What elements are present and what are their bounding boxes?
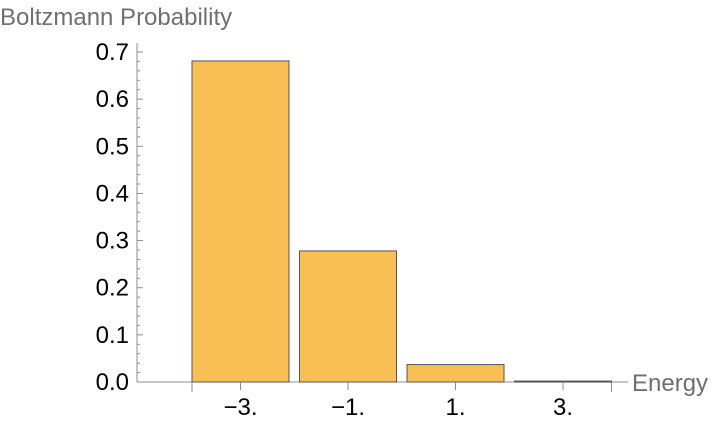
y-tick-label: 0.6	[96, 86, 129, 113]
x-tick-labels: −3. −1. 1. 3.	[191, 382, 612, 421]
y-tick-label: 0.3	[96, 228, 129, 255]
y-minor-ticks	[137, 60, 140, 374]
x-tick-label: 3.	[553, 394, 573, 421]
bar	[514, 380, 612, 383]
bar	[406, 364, 505, 383]
x-tick-label: 1.	[445, 394, 465, 421]
x-tick-label: −3.	[223, 394, 257, 421]
bar	[191, 60, 290, 383]
y-tick-label: 0.0	[96, 369, 129, 396]
bar	[299, 250, 397, 383]
y-axis-title: Boltzmann Probability	[0, 4, 232, 31]
y-tick-label: 0.1	[96, 322, 129, 349]
y-major-ticks: 0.0 0.1 0.2 0.3 0.4 0.5 0.6 0.7	[96, 39, 143, 396]
y-tick-label: 0.7	[96, 39, 129, 66]
x-axis-title: Energy	[632, 370, 708, 397]
y-tick-label: 0.4	[96, 180, 129, 207]
bars	[191, 60, 612, 383]
y-tick-label: 0.5	[96, 133, 129, 160]
x-tick-label: −1.	[331, 394, 365, 421]
y-tick-label: 0.2	[96, 275, 129, 302]
